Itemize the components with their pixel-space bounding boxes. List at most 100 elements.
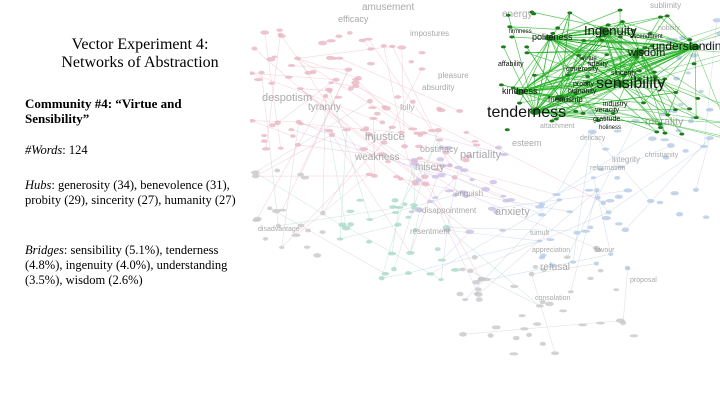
background-node bbox=[391, 198, 399, 203]
highlighted-edge bbox=[559, 97, 720, 138]
background-node bbox=[535, 304, 544, 308]
highlighted-edge bbox=[660, 16, 696, 48]
background-node bbox=[381, 105, 388, 109]
highlighted-node bbox=[500, 45, 506, 49]
highlighted-label: affability bbox=[498, 61, 524, 68]
background-node bbox=[499, 152, 509, 157]
background-node bbox=[463, 130, 470, 134]
background-node bbox=[499, 228, 506, 232]
highlighted-hub-node bbox=[600, 29, 610, 35]
highlighted-node bbox=[691, 62, 697, 66]
background-node bbox=[623, 188, 633, 193]
highlighted-edge bbox=[549, 37, 607, 55]
background-node bbox=[512, 335, 520, 341]
background-node bbox=[450, 268, 460, 272]
background-label: attachment bbox=[540, 123, 575, 130]
highlighted-edge bbox=[604, 31, 696, 48]
background-edge bbox=[424, 176, 481, 280]
background-node bbox=[319, 210, 326, 216]
background-node bbox=[587, 225, 594, 230]
background-label: partiality bbox=[460, 149, 501, 161]
background-node bbox=[276, 28, 283, 32]
background-node bbox=[415, 177, 422, 183]
background-node bbox=[437, 258, 447, 262]
background-label: amusement bbox=[362, 2, 414, 13]
highlighted-edge bbox=[519, 31, 606, 93]
background-node bbox=[294, 56, 301, 61]
highlighted-node bbox=[665, 113, 671, 117]
background-edge bbox=[423, 132, 505, 155]
background-node bbox=[660, 138, 670, 142]
highlighted-edge bbox=[519, 46, 696, 93]
background-node bbox=[416, 156, 423, 160]
background-edge bbox=[297, 46, 393, 59]
background-node bbox=[705, 136, 715, 141]
background-node bbox=[346, 209, 355, 214]
highlighted-edge bbox=[559, 55, 580, 99]
background-node bbox=[451, 175, 458, 180]
background-node bbox=[436, 157, 444, 162]
background-edge bbox=[265, 34, 281, 149]
highlighted-labels: Ingenuity politeness wisdomunderstanding se… bbox=[487, 23, 720, 131]
background-node bbox=[261, 133, 268, 138]
background-edge bbox=[301, 123, 402, 133]
background-node bbox=[672, 76, 681, 81]
background-node bbox=[615, 222, 623, 226]
highlighted-label: politeness bbox=[532, 32, 573, 42]
background-node bbox=[613, 288, 620, 292]
background-node bbox=[324, 128, 334, 133]
background-node bbox=[394, 95, 402, 99]
background-node bbox=[381, 271, 390, 276]
highlighted-node bbox=[505, 13, 511, 17]
highlighted-edge bbox=[549, 37, 641, 53]
background-node bbox=[471, 139, 479, 143]
background-node bbox=[593, 248, 602, 253]
background-node bbox=[411, 205, 418, 210]
background-node bbox=[438, 164, 448, 168]
highlighted-edge bbox=[587, 46, 696, 77]
highlighted-node bbox=[550, 31, 556, 35]
background-node bbox=[388, 44, 396, 49]
background-node bbox=[469, 177, 475, 182]
highlighted-node bbox=[634, 55, 640, 59]
highlighted-edge bbox=[619, 83, 697, 118]
highlighted-edge bbox=[534, 74, 621, 85]
background-node bbox=[322, 93, 329, 99]
background-edge bbox=[462, 192, 597, 249]
background-node bbox=[377, 152, 387, 157]
highlighted-edge bbox=[519, 91, 576, 112]
hubs-list: Hubs: generosity (34), benevolence (31),… bbox=[25, 178, 240, 208]
background-nodes bbox=[250, 18, 720, 356]
background-node bbox=[418, 51, 426, 55]
background-node bbox=[288, 128, 295, 132]
highlighted-hub-node bbox=[615, 81, 625, 87]
background-edge bbox=[625, 137, 710, 231]
background-node bbox=[573, 230, 581, 235]
background-node bbox=[545, 301, 554, 307]
community-heading: Community #4: “Virtue and Sensibility” bbox=[25, 96, 182, 126]
background-node bbox=[287, 63, 296, 68]
highlighted-edge bbox=[534, 92, 676, 113]
background-node bbox=[506, 198, 516, 202]
background-node bbox=[359, 128, 369, 132]
highlighted-edge bbox=[534, 111, 660, 125]
highlighted-node bbox=[599, 38, 605, 42]
background-edge bbox=[470, 270, 540, 307]
background-node bbox=[266, 57, 276, 62]
background-edge bbox=[447, 229, 540, 242]
background-edge bbox=[291, 65, 349, 70]
highlighted-edge bbox=[519, 27, 720, 93]
background-edge bbox=[297, 58, 375, 177]
background-label: anxiety bbox=[495, 206, 530, 218]
background-node bbox=[356, 198, 364, 202]
highlighted-node bbox=[657, 126, 663, 130]
background-node bbox=[434, 128, 442, 133]
background-node bbox=[702, 215, 710, 220]
highlighted-edge bbox=[534, 12, 571, 113]
highlighted-edge bbox=[559, 51, 641, 99]
background-node bbox=[438, 145, 445, 150]
background-node bbox=[304, 70, 313, 75]
background-node bbox=[250, 119, 256, 123]
highlighted-edge bbox=[559, 31, 720, 99]
